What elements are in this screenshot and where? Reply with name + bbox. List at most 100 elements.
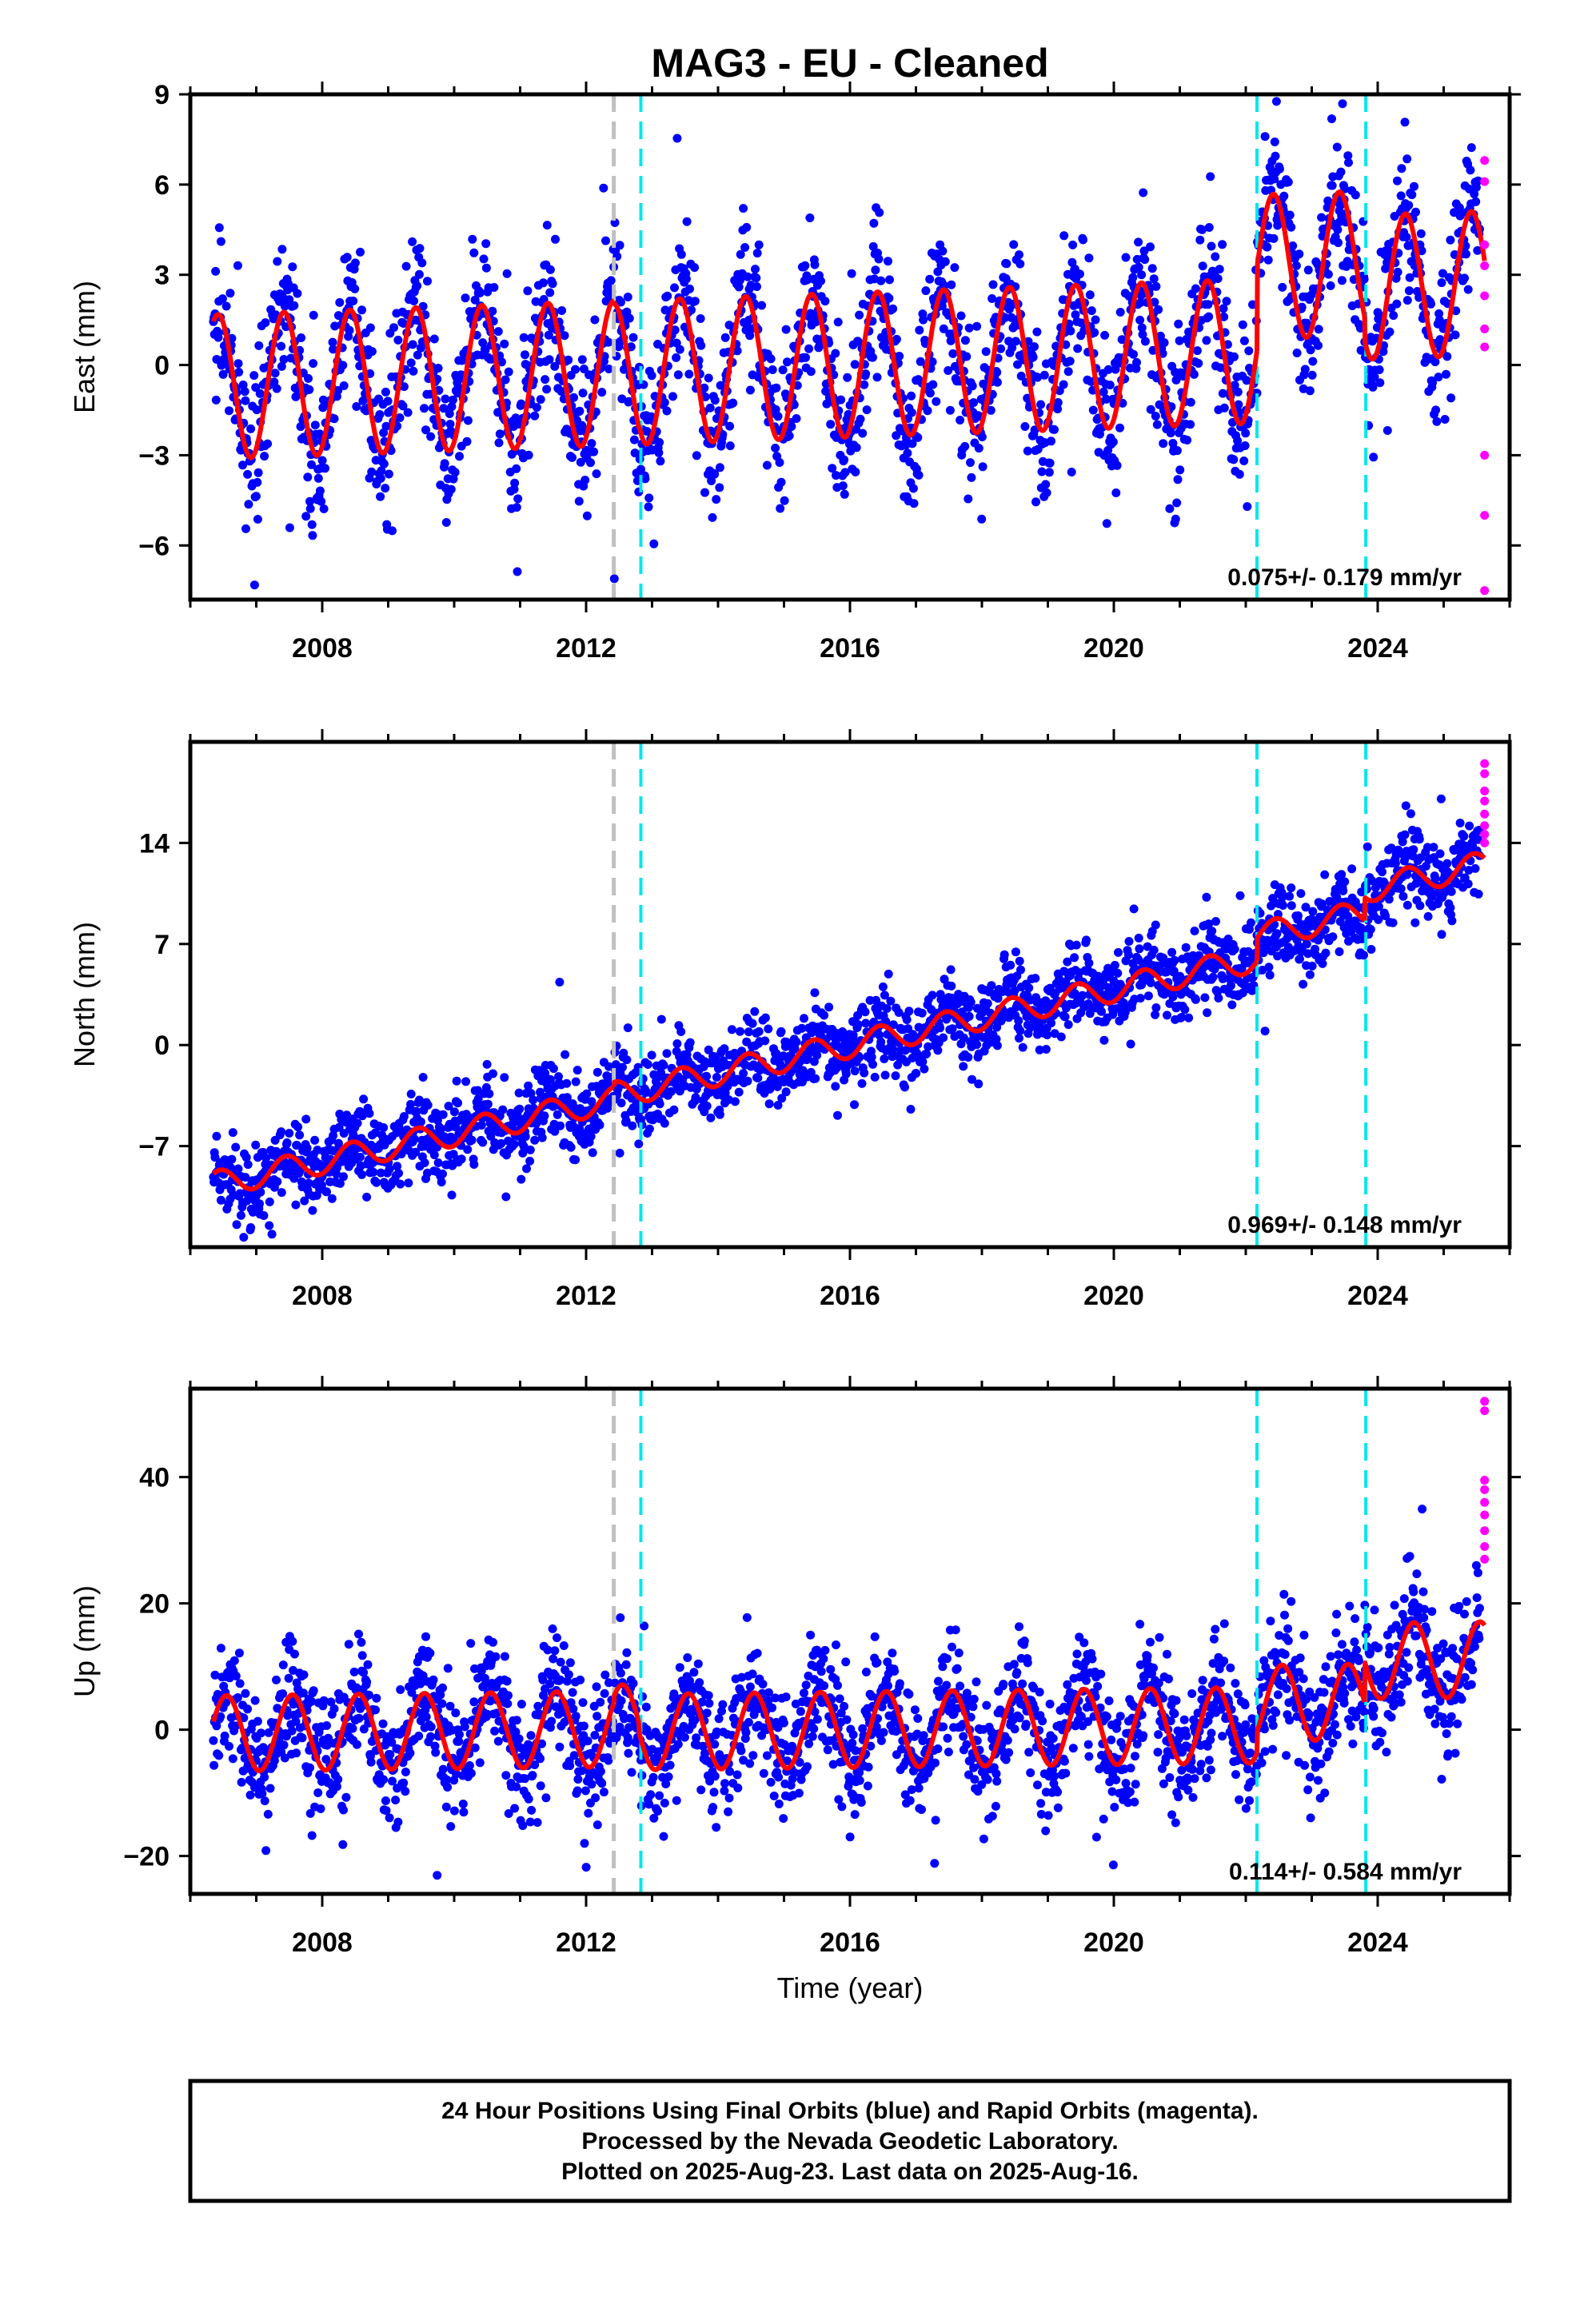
east-final-point	[966, 458, 975, 467]
east-final-point	[575, 407, 584, 416]
north-final-point	[265, 1222, 273, 1230]
east-y-tick-label: −6	[138, 531, 170, 561]
east-final-point	[1328, 181, 1337, 190]
up-final-point	[444, 1664, 453, 1672]
east-final-point	[388, 526, 397, 535]
east-final-point	[1183, 436, 1191, 444]
north-final-point	[812, 1051, 821, 1060]
north-final-point	[244, 1160, 253, 1169]
north-final-point	[1335, 947, 1344, 956]
east-final-point	[774, 412, 783, 421]
north-final-point	[760, 1036, 769, 1045]
east-final-point	[273, 257, 281, 266]
north-rapid-point	[1480, 830, 1489, 839]
east-final-point	[1174, 320, 1183, 329]
east-final-point	[501, 376, 510, 385]
east-final-point	[670, 283, 679, 292]
up-final-point	[405, 1748, 414, 1757]
east-final-point	[851, 468, 860, 476]
north-final-point	[469, 1160, 478, 1169]
north-final-point	[686, 1038, 695, 1047]
north-final-point	[1406, 809, 1415, 818]
east-velocity-label: 0.075+/- 0.179 mm/yr	[1227, 564, 1462, 591]
east-final-point	[309, 359, 317, 368]
east-final-point	[1040, 371, 1049, 380]
east-final-point	[1333, 225, 1342, 234]
north-final-point	[448, 1190, 457, 1199]
up-final-point	[300, 1670, 309, 1679]
east-final-point	[892, 335, 901, 344]
up-final-point	[341, 1793, 350, 1802]
east-final-point	[624, 293, 632, 301]
north-final-point	[703, 1102, 712, 1110]
east-final-point	[755, 241, 764, 249]
east-final-point	[356, 248, 365, 257]
east-final-point	[938, 247, 947, 256]
east-final-point	[243, 470, 252, 479]
north-final-point	[322, 1187, 331, 1196]
north-final-point	[1385, 895, 1394, 903]
east-final-point	[481, 239, 490, 248]
north-final-point	[1203, 1008, 1211, 1017]
east-final-point	[1462, 249, 1470, 258]
east-final-point	[772, 384, 780, 393]
north-final-point	[1113, 969, 1122, 978]
east-final-point	[241, 397, 249, 405]
east-final-point	[494, 327, 503, 336]
east-final-point	[583, 512, 592, 520]
east-final-point	[1308, 357, 1317, 366]
north-final-point	[880, 1054, 888, 1063]
east-final-point	[1047, 436, 1055, 445]
north-final-point	[663, 1049, 672, 1058]
east-final-point	[417, 258, 426, 267]
north-final-point	[233, 1220, 241, 1229]
up-final-point	[437, 1700, 446, 1708]
east-final-point	[1173, 446, 1182, 455]
north-final-point	[268, 1230, 277, 1238]
up-final-point	[438, 1684, 447, 1692]
east-final-point	[1165, 504, 1174, 513]
north-final-point	[291, 1201, 300, 1210]
north-y-tick-label: −7	[138, 1132, 170, 1162]
east-final-point	[1205, 223, 1214, 232]
east-final-point	[1393, 177, 1402, 185]
north-final-point	[1042, 1045, 1051, 1054]
east-final-point	[1174, 475, 1183, 484]
east-final-point	[1084, 253, 1093, 262]
east-final-point	[1223, 297, 1231, 305]
east-final-point	[1139, 189, 1147, 197]
east-final-point	[1239, 456, 1248, 465]
east-final-point	[888, 305, 897, 313]
east-final-point	[289, 301, 298, 310]
north-final-point	[303, 1144, 312, 1153]
east-final-point	[1417, 229, 1426, 238]
east-final-point	[960, 442, 969, 451]
east-final-point	[293, 289, 301, 298]
east-final-point	[261, 318, 269, 327]
north-final-point	[792, 1038, 801, 1046]
north-final-point	[617, 1098, 626, 1107]
east-final-point	[314, 474, 323, 483]
east-final-point	[1135, 316, 1144, 325]
east-final-point	[366, 324, 375, 333]
north-final-point	[879, 983, 888, 991]
east-final-point	[792, 414, 801, 423]
east-final-point	[1337, 168, 1346, 177]
east-final-point	[700, 488, 709, 497]
east-final-point	[1091, 316, 1100, 325]
up-final-point	[446, 1822, 455, 1831]
east-final-point	[489, 283, 498, 292]
east-final-point	[217, 237, 225, 246]
north-x-tick-label: 2024	[1347, 1281, 1408, 1311]
north-final-point	[1287, 901, 1296, 910]
east-final-point	[875, 255, 884, 264]
east-final-point	[1066, 327, 1075, 336]
north-final-point	[1182, 943, 1191, 952]
up-final-point	[422, 1712, 431, 1721]
north-final-point	[573, 1066, 582, 1074]
north-final-point	[712, 1073, 721, 1082]
east-final-point	[1116, 308, 1125, 317]
east-final-point	[335, 298, 344, 307]
up-final-point	[221, 1732, 229, 1740]
north-final-point	[1019, 1043, 1027, 1052]
